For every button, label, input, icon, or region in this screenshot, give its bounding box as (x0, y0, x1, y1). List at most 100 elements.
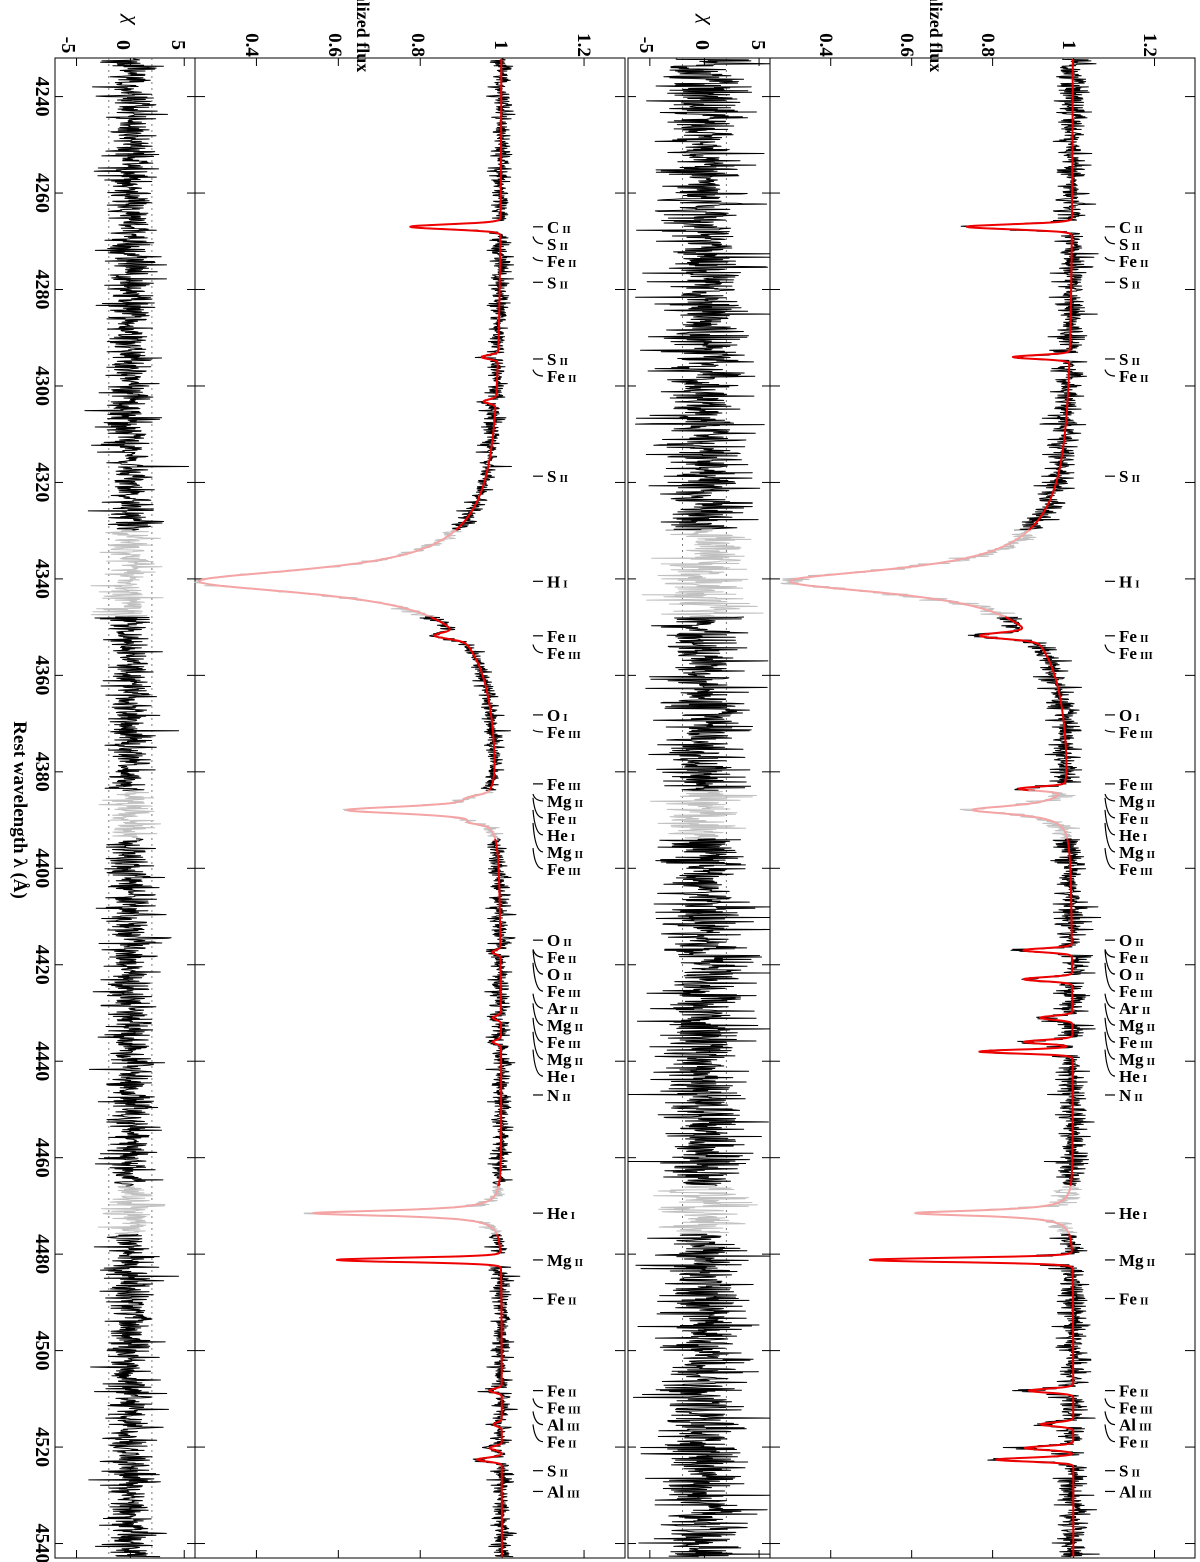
wavelength-tick-label: 4420 (31, 945, 53, 985)
line-id-stage: II (568, 633, 577, 645)
observed-spectrum-segment (484, 838, 517, 1187)
line-id-label: S II (547, 467, 568, 486)
line-id-connector (1104, 1031, 1116, 1060)
right-chi-label: χ (695, 13, 720, 26)
line-id-label: Fe III (547, 860, 581, 879)
line-id-stage: II (562, 224, 571, 236)
line-id-stage: II (1140, 815, 1149, 827)
line-id-connector (532, 949, 544, 958)
wavelength-tick-label: 4400 (31, 848, 53, 888)
wavelength-tick-label: 4240 (31, 77, 53, 117)
line-id-stage: II (1140, 258, 1149, 270)
residual-segment (94, 616, 180, 792)
line-id-connector (532, 256, 544, 262)
line-id-stage: II (575, 1022, 584, 1034)
line-id-label: Mg II (547, 1251, 583, 1270)
line-id-stage: II (1134, 1092, 1143, 1104)
line-id-stage: III (567, 1488, 580, 1500)
line-id-stage: II (1131, 473, 1140, 485)
line-id-label: Fe II (547, 1290, 577, 1309)
line-id-connector (532, 1398, 544, 1409)
line-id-connector (1104, 1398, 1116, 1409)
wavelength-tick-label: 4360 (31, 655, 53, 695)
left-flux-tick-label: 1.2 (573, 33, 594, 57)
line-id-label: He I (547, 1067, 575, 1086)
model-spectrum-segment (346, 789, 497, 840)
line-id-stage: II (1147, 849, 1156, 861)
line-id-label: He I (1119, 1067, 1147, 1086)
line-id-connector (532, 1017, 544, 1043)
line-id-stage: II (1134, 224, 1143, 236)
model-spectrum-segment (491, 838, 503, 1187)
line-id-stage: III (1140, 1039, 1153, 1051)
model-spectrum-segment (335, 1233, 503, 1558)
right-flux-tick-label: 0.4 (815, 33, 836, 57)
line-id-stage: III (1140, 729, 1153, 741)
line-id-stage: III (1140, 650, 1153, 662)
left-flux-ticks: 0.4 0.6 0.8 1 1.2 (241, 33, 594, 57)
line-id-connector (1104, 793, 1116, 802)
line-id-connector (1104, 1411, 1116, 1426)
line-id-stage: II (1140, 954, 1149, 966)
line-id-label: S II (547, 1462, 568, 1481)
wavelength-tick-label: 4280 (31, 270, 53, 310)
line-id-label: S II (547, 273, 568, 292)
line-id-stage: I (1135, 578, 1139, 590)
line-id-stage: II (575, 849, 584, 861)
line-id-connector (532, 809, 544, 836)
line-id-connector (1104, 1003, 1116, 1026)
line-id-stage: III (1140, 866, 1153, 878)
line-id-stage: III (568, 650, 581, 662)
line-id-connector (1104, 1424, 1116, 1443)
line-id-stage: II (1140, 1388, 1149, 1400)
left-chi-tick-label: 0 (112, 40, 134, 50)
model-spectrum-segment (409, 58, 503, 531)
line-id-connector (532, 993, 544, 1009)
line-id-label: Fe III (1119, 860, 1153, 879)
line-id-connector (1104, 797, 1116, 819)
line-id-stage: II (563, 971, 572, 983)
line-id-label: Fe III (547, 723, 581, 742)
line-id-label: Fe III (547, 644, 581, 663)
left-chi-ticks: -5 0 5 (57, 37, 189, 54)
line-id-stage: II (1140, 633, 1149, 645)
model-spectrum-segment (978, 838, 1074, 1187)
line-id-connector (1104, 822, 1116, 853)
residual-segment (98, 790, 162, 840)
line-id-stage: II (563, 937, 572, 949)
line-id-label: N II (547, 1086, 571, 1105)
line-id-stage: II (568, 954, 577, 966)
line-id-stage: II (568, 1439, 577, 1451)
line-id-connector (532, 793, 544, 802)
right-flux-tick-label: 0.6 (896, 33, 917, 57)
line-id-stage: II (575, 798, 584, 810)
residual-segment (88, 838, 172, 1187)
line-id-connector (1104, 1017, 1116, 1043)
line-id-stage: I (1143, 832, 1147, 844)
model-spectrum-segment (198, 529, 457, 618)
line-id-connector (1104, 962, 1116, 992)
wavelength-tick-label: 4460 (31, 1138, 53, 1178)
line-id-connector (532, 1049, 544, 1077)
line-id-stage: III (568, 729, 581, 741)
line-id-stage: I (1135, 712, 1139, 724)
line-id-stage: II (1135, 937, 1144, 949)
line-id-stage: II (1140, 373, 1149, 385)
wavelength-tick-label: 4260 (31, 173, 53, 213)
wavelength-tick-label: 4340 (31, 559, 53, 599)
left-flux-plot (194, 58, 625, 1558)
observed-spectrum-segment (337, 1233, 521, 1558)
line-id-connector (532, 1411, 544, 1426)
residual-segment (84, 58, 190, 531)
model-spectrum-segment (868, 1233, 1075, 1558)
right-chi-plot (627, 58, 771, 1558)
line-id-connector (532, 962, 544, 992)
model-spectrum-segment (914, 1185, 1072, 1235)
line-id-stage: III (568, 988, 581, 1000)
line-id-stage: I (563, 712, 567, 724)
line-id-stage: II (1147, 1056, 1156, 1068)
line-id-stage: I (571, 1210, 575, 1222)
line-id-stage: III (568, 1405, 581, 1417)
line-id-stage: II (570, 1005, 579, 1017)
